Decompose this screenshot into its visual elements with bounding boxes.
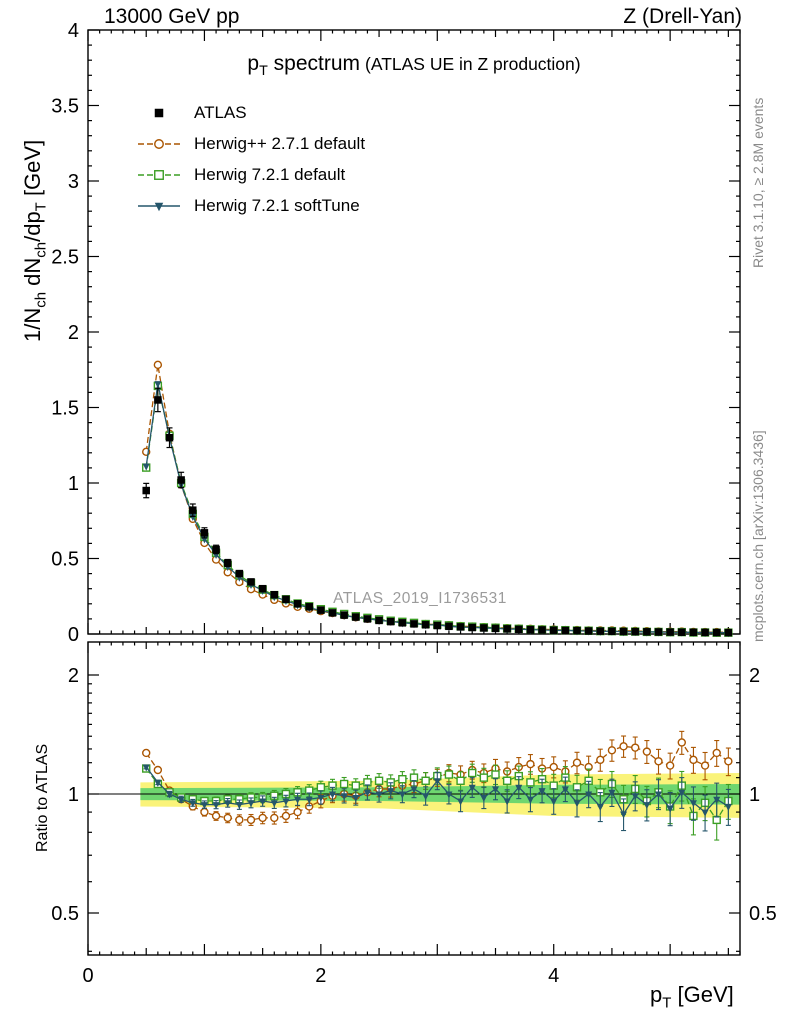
legend-item-label: Herwig 7.2.1 softTune	[194, 196, 360, 215]
legend-item: Herwig++ 2.7.1 default	[136, 133, 365, 155]
plot-title-main: pT spectrum	[247, 52, 361, 80]
legend-item: Herwig 7.2.1 softTune	[136, 195, 365, 217]
svg-text:0.5: 0.5	[51, 903, 79, 925]
svg-text:0.5: 0.5	[749, 903, 777, 925]
legend-item: ATLAS	[136, 102, 365, 124]
plot-title: pT spectrum (ATLAS UE in Z production)	[247, 52, 580, 79]
svg-text:2: 2	[315, 965, 326, 987]
svg-text:1: 1	[68, 473, 79, 495]
svg-text:4: 4	[68, 20, 79, 42]
beam-energy-label: 13000 GeV pp	[104, 5, 240, 28]
svg-text:4: 4	[548, 965, 559, 987]
svg-text:0: 0	[82, 965, 93, 987]
ytop-axis-label: 1/Nch dNch/dpT [GeV]	[20, 139, 50, 342]
filled-triangle-down-icon	[138, 202, 180, 212]
ratio-series	[142, 764, 732, 832]
plot-title-paren: (ATLAS UE in Z production)	[365, 54, 581, 74]
svg-text:2: 2	[749, 665, 760, 687]
watermark-label: ATLAS_2019_I1736531	[333, 590, 507, 607]
legend-item-label: ATLAS	[194, 103, 247, 122]
tick-labels: 0 0.5 1 1.5 2 2.5 3 3.5 4 0.5 0.5 1 1 2 2 0 2 4	[51, 20, 777, 987]
legend-item-label: Herwig++ 2.7.1 default	[194, 134, 366, 153]
svg-text:0.5: 0.5	[51, 549, 79, 571]
svg-text:1: 1	[749, 784, 760, 806]
rivet-version-note: Rivet 3.1.10, ≥ 2.8M events	[750, 97, 766, 268]
open-circle-icon	[138, 139, 180, 149]
svg-text:1.5: 1.5	[51, 398, 79, 420]
mcplots-attribution-note: mcplots.cern.ch [arXiv:1306.3436]	[750, 430, 766, 642]
panel-frames	[87, 29, 741, 956]
open-square-icon	[138, 170, 180, 180]
process-label: Z (Drell-Yan)	[623, 5, 742, 28]
legend-item: Herwig 7.2.1 default	[136, 164, 365, 186]
legend: ATLAS Herwig++ 2.7.1 default Herwig 7.2.1 …	[136, 102, 365, 217]
svg-text:1: 1	[68, 784, 79, 806]
svg-text:3: 3	[68, 171, 79, 193]
legend-item-label: Herwig 7.2.1 default	[194, 165, 346, 184]
spectrum-series-atlas	[142, 387, 733, 637]
svg-text:2.5: 2.5	[51, 247, 79, 269]
ratio-axis-label: Ratio to ATLAS	[34, 743, 51, 852]
svg-text:3.5: 3.5	[51, 96, 79, 118]
svg-text:2: 2	[68, 322, 79, 344]
svg-text:2: 2	[68, 665, 79, 687]
filled-square-icon	[154, 108, 164, 118]
svg-text:0: 0	[68, 624, 79, 646]
x-axis-label: pT [GeV]	[650, 982, 734, 1012]
